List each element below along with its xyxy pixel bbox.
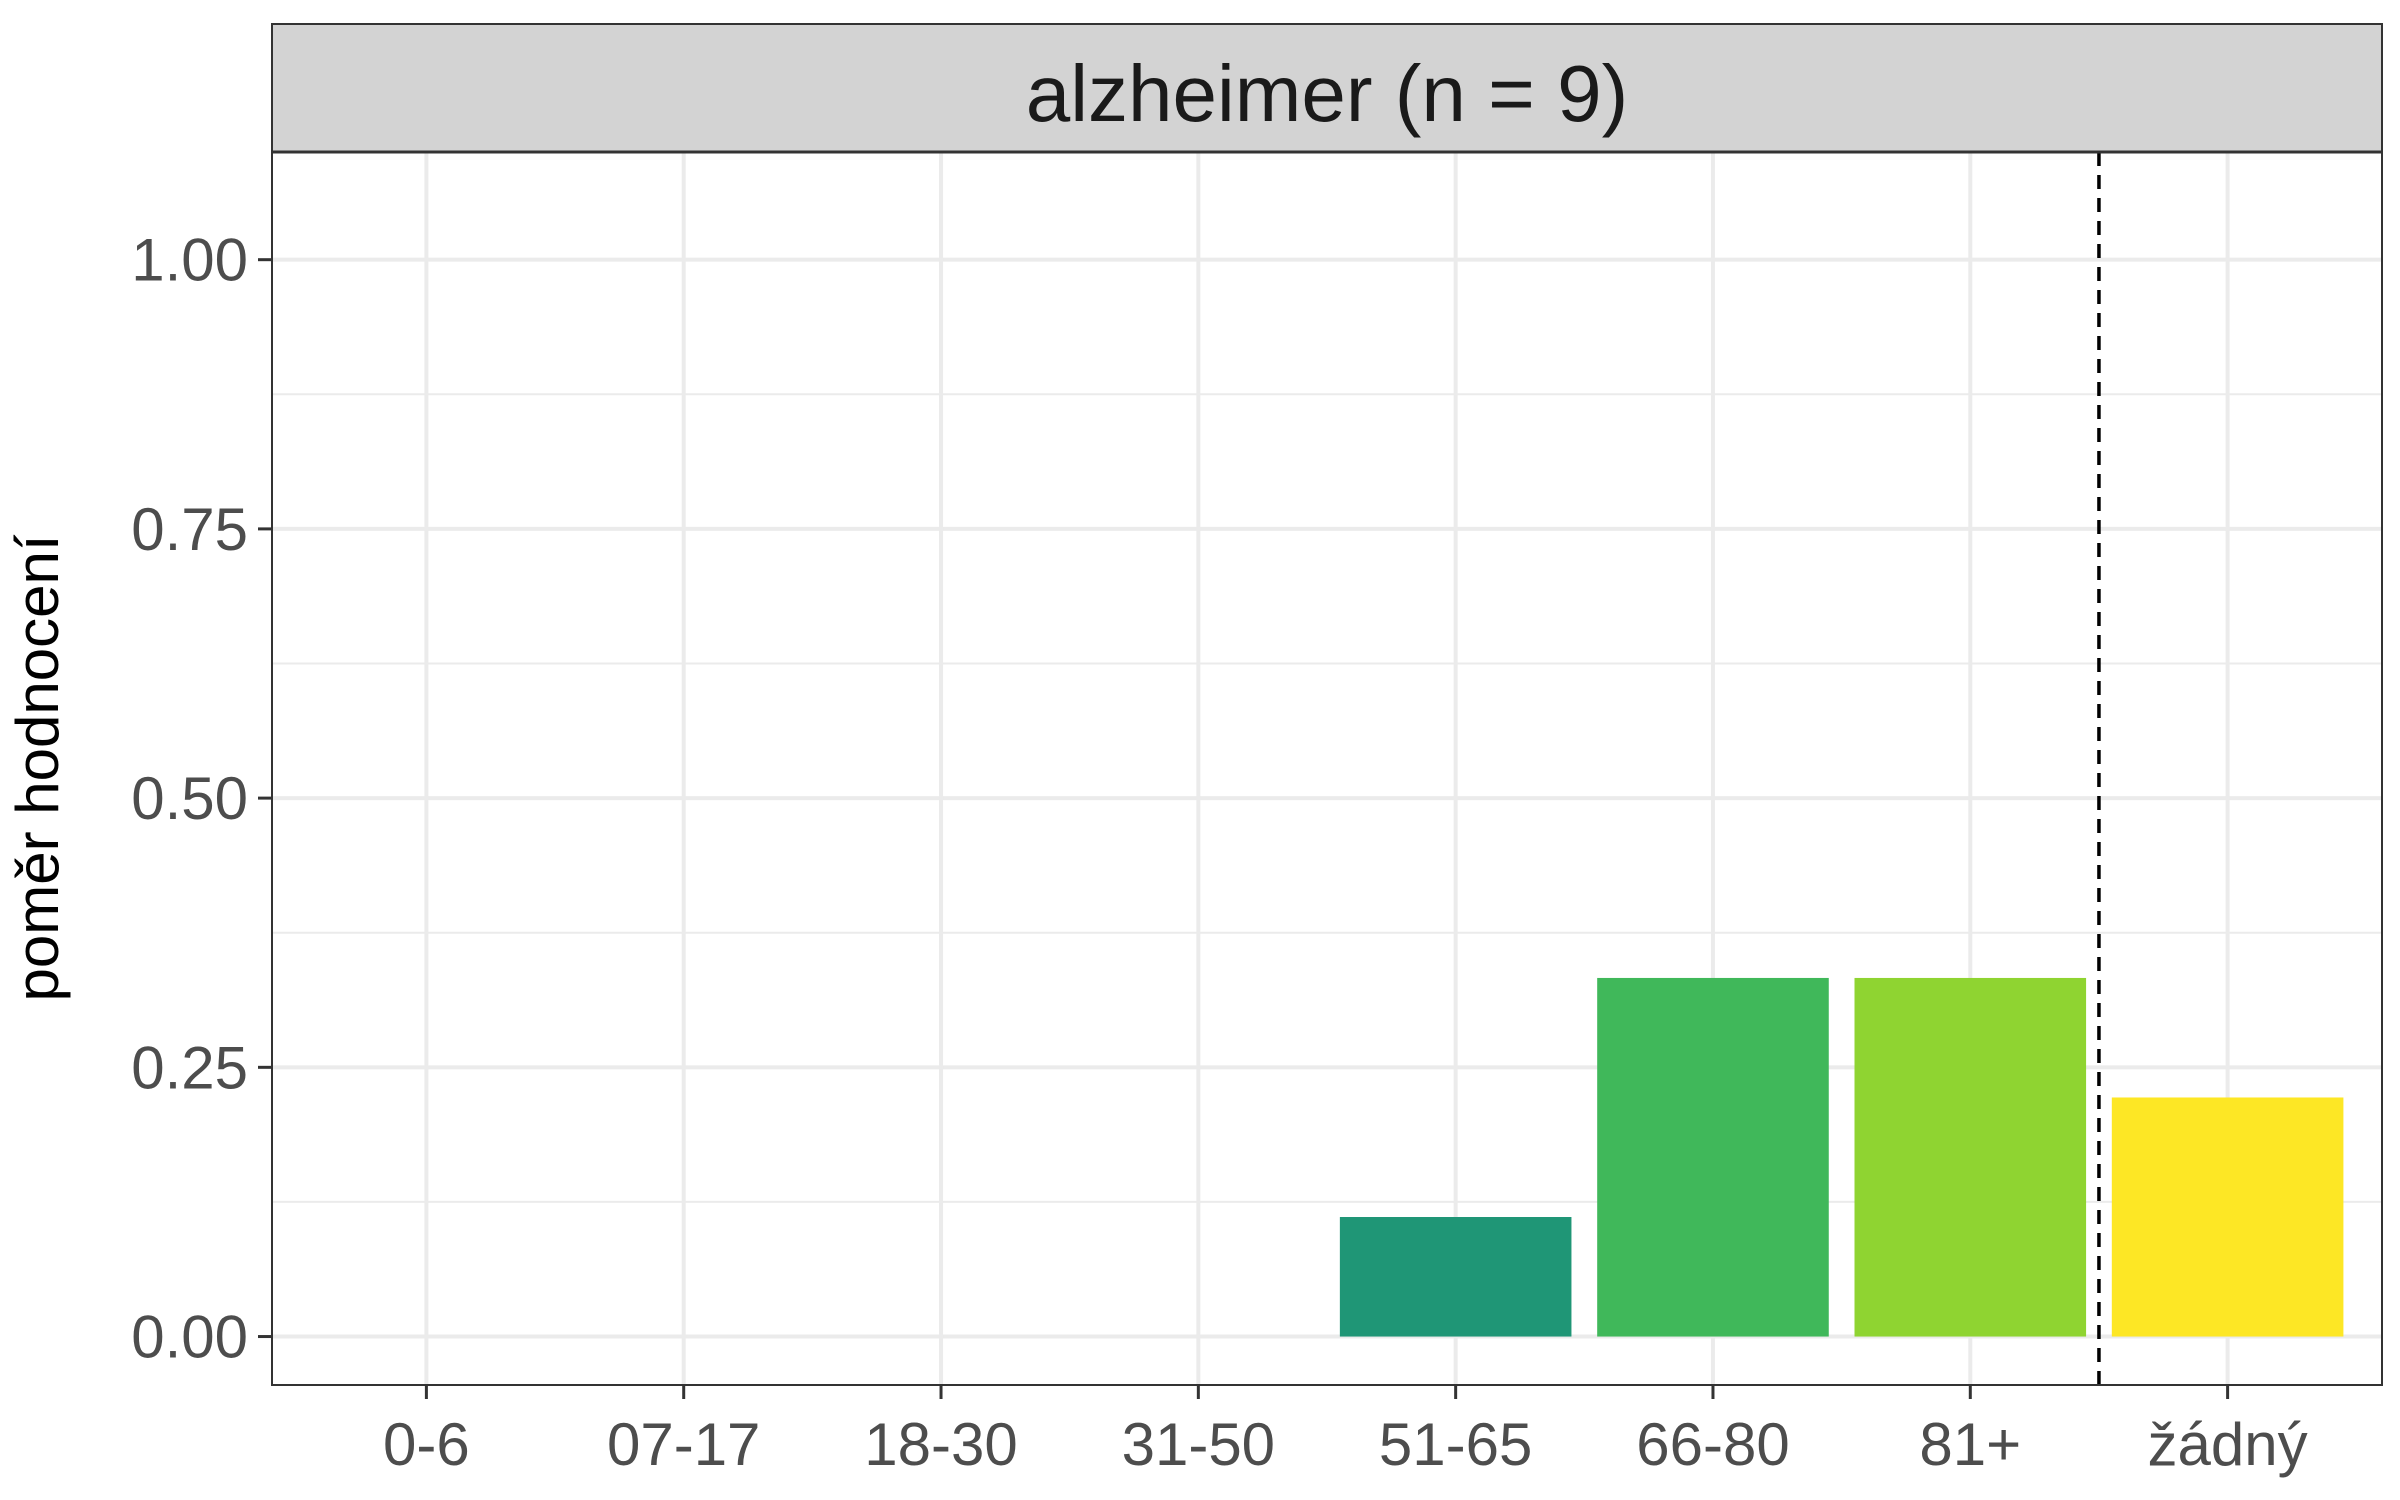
bar-66-80: [1597, 977, 1829, 1337]
bar-žádný: [2111, 1097, 2344, 1337]
facet-title: alzheimer (n = 9): [1026, 49, 1628, 138]
y-tick-label: 1.00: [131, 227, 248, 294]
y-tick-label: 0.25: [131, 1034, 248, 1101]
major-gridlines: [272, 152, 2382, 1385]
x-tick-label: 51-65: [1379, 1411, 1532, 1478]
y-axis: 0.00 0.25 0.50 0.75 1.00: [131, 227, 272, 1371]
x-tick-label: 07-17: [607, 1411, 760, 1478]
y-axis-label: poměr hodnocení: [4, 534, 71, 1001]
y-tick-label: 0.00: [131, 1304, 248, 1371]
facet-strip: [271, 23, 2383, 153]
bar-51-65: [1339, 1217, 1572, 1337]
x-tick-label: žádný: [2148, 1411, 2308, 1478]
x-tick-label: 66-80: [1636, 1411, 1789, 1478]
x-tick-label: 0-6: [383, 1411, 470, 1478]
bars: [1339, 977, 2344, 1337]
bar-81+: [1854, 977, 2087, 1337]
y-tick-label: 0.50: [131, 765, 248, 832]
x-tick-label: 81+: [1919, 1411, 2021, 1478]
x-axis: 0-6 07-17 18-30 31-50 51-65 66-80 81+ žádný: [383, 1385, 2308, 1478]
x-tick-label: 31-50: [1122, 1411, 1275, 1478]
y-tick-label: 0.75: [131, 496, 248, 563]
x-tick-label: 18-30: [864, 1411, 1017, 1478]
